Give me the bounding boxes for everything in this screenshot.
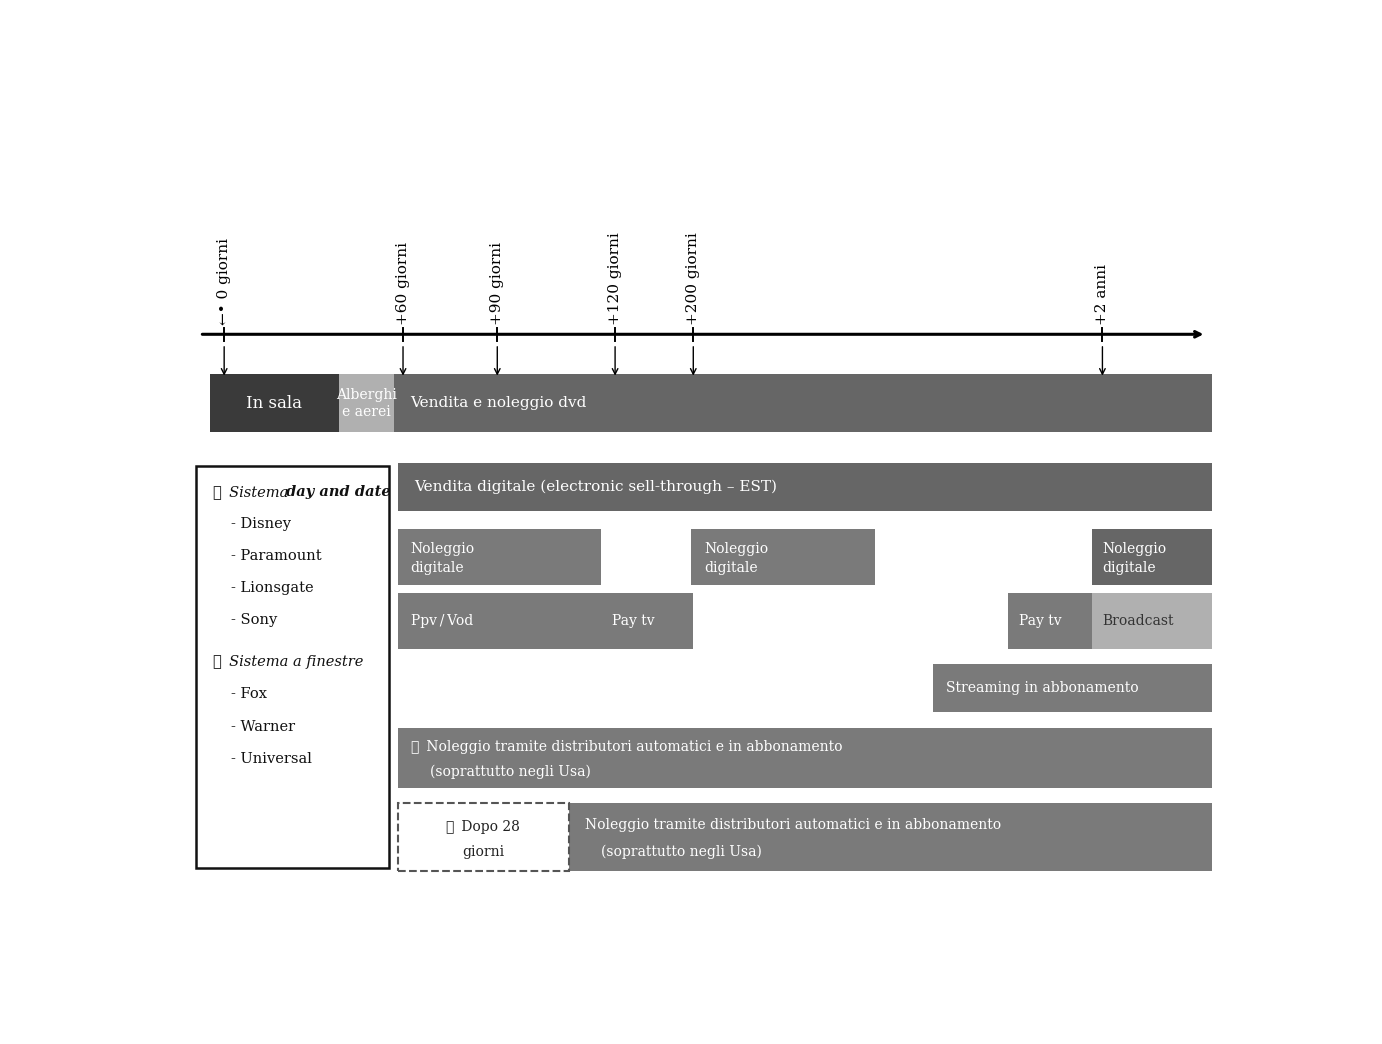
Bar xyxy=(1092,529,1212,585)
Text: ←• 0 giorni: ←• 0 giorni xyxy=(217,238,231,325)
Text: +120 giorni: +120 giorni xyxy=(608,232,622,325)
Bar xyxy=(691,529,875,585)
Bar xyxy=(398,729,1212,788)
Text: Noleggio: Noleggio xyxy=(703,542,768,555)
Text: (soprattutto negli Usa): (soprattutto negli Usa) xyxy=(430,764,590,779)
Text: - Warner: - Warner xyxy=(231,719,294,734)
Text: ② Sistema a finestre: ② Sistema a finestre xyxy=(213,656,363,669)
Text: - Paramount: - Paramount xyxy=(231,549,321,563)
Text: ② Dopo 28: ② Dopo 28 xyxy=(446,820,520,834)
Text: - Sony: - Sony xyxy=(231,614,276,627)
Text: Broadcast: Broadcast xyxy=(1103,614,1173,628)
Text: - Universal: - Universal xyxy=(231,752,311,765)
Text: day and date: day and date xyxy=(286,484,391,499)
Bar xyxy=(394,375,1212,432)
Text: digitale: digitale xyxy=(703,562,757,575)
Bar xyxy=(1092,593,1212,649)
Text: +60 giorni: +60 giorni xyxy=(397,241,410,325)
Text: ① Noleggio tramite distributori automatici e in abbonamento: ① Noleggio tramite distributori automati… xyxy=(410,740,842,755)
Text: digitale: digitale xyxy=(1103,562,1157,575)
Bar xyxy=(339,375,394,432)
Text: +200 giorni: +200 giorni xyxy=(687,232,701,325)
Bar xyxy=(398,803,569,872)
Text: - Disney: - Disney xyxy=(231,517,290,531)
Text: (soprattutto negli Usa): (soprattutto negli Usa) xyxy=(601,845,761,859)
Text: Noleggio: Noleggio xyxy=(410,542,474,555)
Text: giorni: giorni xyxy=(463,846,504,859)
Text: In sala: In sala xyxy=(246,395,303,412)
Text: - Fox: - Fox xyxy=(231,687,267,702)
Bar xyxy=(398,529,601,585)
Text: Streaming in abbonamento: Streaming in abbonamento xyxy=(947,681,1139,695)
Bar xyxy=(601,593,694,649)
Bar xyxy=(196,466,390,868)
Text: +2 anni: +2 anni xyxy=(1096,264,1110,325)
Text: digitale: digitale xyxy=(410,562,464,575)
Text: Alberghi
e aerei: Alberghi e aerei xyxy=(336,388,397,419)
Text: Pay tv: Pay tv xyxy=(1019,614,1061,628)
Text: Pay tv: Pay tv xyxy=(612,614,655,628)
Text: Ppv / Vod: Ppv / Vod xyxy=(410,614,473,628)
Bar xyxy=(569,803,1212,872)
Text: - Lionsgate: - Lionsgate xyxy=(231,582,314,595)
Text: ① Sistema: ① Sistema xyxy=(213,484,293,499)
Bar xyxy=(1007,593,1092,649)
Bar xyxy=(398,593,601,649)
Bar xyxy=(210,375,339,432)
Bar xyxy=(398,462,1212,512)
Text: Noleggio: Noleggio xyxy=(1103,542,1166,555)
Text: Vendita e noleggio dvd: Vendita e noleggio dvd xyxy=(410,397,587,410)
Bar xyxy=(933,664,1212,712)
Text: Noleggio tramite distributori automatici e in abbonamento: Noleggio tramite distributori automatici… xyxy=(585,817,1001,832)
Text: Vendita digitale (electronic sell-through – EST): Vendita digitale (electronic sell-throug… xyxy=(413,480,777,494)
Text: +90 giorni: +90 giorni xyxy=(491,241,504,325)
